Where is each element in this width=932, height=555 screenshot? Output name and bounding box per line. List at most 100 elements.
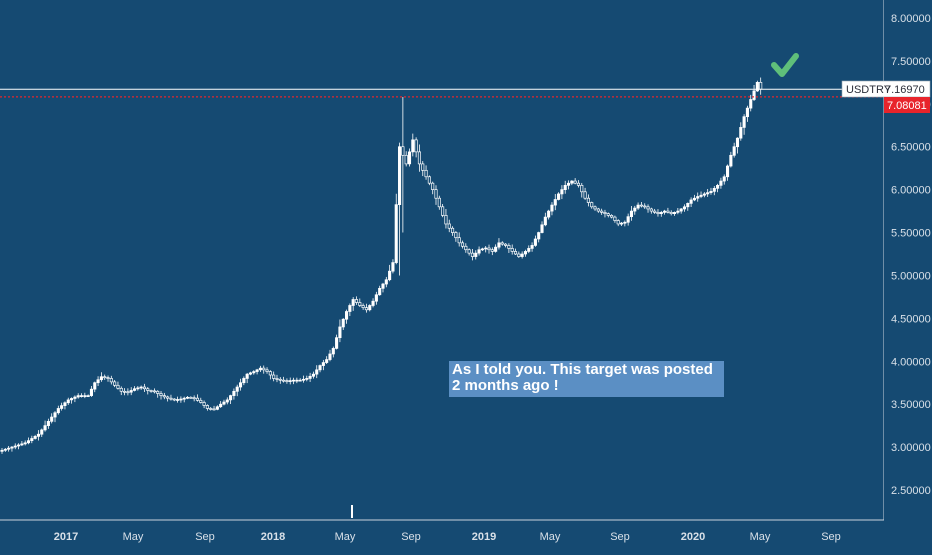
candle — [245, 372, 249, 384]
candle — [543, 212, 547, 227]
candle — [99, 372, 103, 382]
candle — [388, 264, 392, 282]
annotation-note[interactable]: As I told you. This target was posted 2 … — [449, 361, 724, 397]
candle — [517, 251, 521, 258]
candle — [566, 180, 571, 190]
candle — [557, 192, 561, 201]
x-tick-label: May — [540, 531, 561, 543]
candle — [295, 377, 299, 384]
candle — [636, 202, 640, 210]
candle — [580, 182, 584, 198]
candle — [570, 180, 574, 186]
candle — [50, 413, 54, 424]
candle — [656, 209, 660, 217]
candle — [278, 377, 282, 384]
y-tick-label: 4.50000 — [891, 313, 931, 325]
y-tick-label: 2.50000 — [891, 485, 931, 497]
candle — [136, 386, 140, 391]
x-tick-label: Sep — [195, 531, 215, 543]
candle — [242, 376, 246, 386]
candle — [477, 246, 481, 256]
candle — [480, 247, 484, 251]
candle — [96, 376, 100, 387]
candle — [576, 180, 581, 188]
candle — [348, 303, 352, 317]
candle — [308, 372, 312, 382]
candle — [547, 209, 551, 220]
candle — [172, 398, 176, 402]
candle — [719, 177, 723, 189]
volume-tick-marker — [351, 505, 353, 518]
candle — [374, 291, 378, 305]
candle — [510, 244, 514, 255]
candle — [152, 388, 156, 394]
candle — [288, 377, 292, 385]
candle — [447, 219, 451, 233]
candle — [192, 395, 196, 402]
candle — [593, 205, 597, 211]
candle — [623, 220, 627, 227]
candle — [268, 370, 272, 380]
candle — [613, 215, 617, 223]
candle — [36, 430, 40, 441]
x-tick-label: 2019 — [472, 531, 496, 543]
candle — [513, 248, 518, 256]
candle — [494, 244, 498, 253]
x-tick-label: 2018 — [261, 531, 285, 543]
candle — [73, 395, 77, 403]
candle — [86, 394, 90, 398]
candle — [752, 85, 756, 101]
candle — [189, 396, 193, 399]
y-tick-label: 5.50000 — [891, 228, 931, 240]
candle — [507, 243, 511, 253]
x-tick-label: May — [335, 531, 356, 543]
x-axis-labels: 2017 May Sep 2018 May Sep 2019 May Sep 2020 May Sep — [54, 531, 841, 543]
candle — [282, 376, 286, 383]
candle — [262, 365, 266, 374]
x-tick-label: Sep — [401, 531, 421, 543]
candle — [176, 396, 180, 403]
candle — [291, 377, 296, 385]
candle — [487, 244, 491, 254]
candle — [185, 395, 190, 400]
y-tick-label: 4.00000 — [891, 356, 931, 368]
candle — [166, 395, 170, 402]
candle — [530, 242, 534, 252]
candle — [70, 397, 74, 404]
candle — [345, 309, 349, 324]
candle — [341, 318, 345, 331]
candle — [633, 205, 637, 215]
candle — [659, 210, 663, 217]
candle — [13, 443, 17, 450]
candle — [732, 142, 736, 158]
candle — [60, 402, 64, 411]
candle — [23, 440, 27, 446]
candle — [573, 178, 577, 185]
candle — [424, 165, 428, 180]
x-tick-label: May — [123, 531, 144, 543]
candle — [669, 210, 673, 216]
y-tick-label: 3.00000 — [891, 442, 931, 454]
candle — [301, 375, 306, 383]
candle — [563, 180, 567, 194]
candle — [600, 208, 604, 215]
candle — [235, 384, 239, 397]
candle — [139, 385, 143, 390]
candle — [225, 397, 229, 405]
candle — [56, 405, 60, 415]
candle — [219, 401, 223, 408]
candle — [321, 359, 325, 371]
candle — [182, 396, 186, 403]
candle — [702, 192, 706, 198]
candle — [722, 174, 726, 185]
x-tick-label: May — [750, 531, 771, 543]
candle — [441, 204, 445, 218]
candle — [689, 197, 693, 207]
candle — [626, 213, 630, 226]
candle — [520, 251, 524, 259]
candle — [527, 245, 531, 254]
candle — [454, 231, 458, 242]
candle — [629, 205, 634, 221]
candle — [619, 221, 624, 227]
